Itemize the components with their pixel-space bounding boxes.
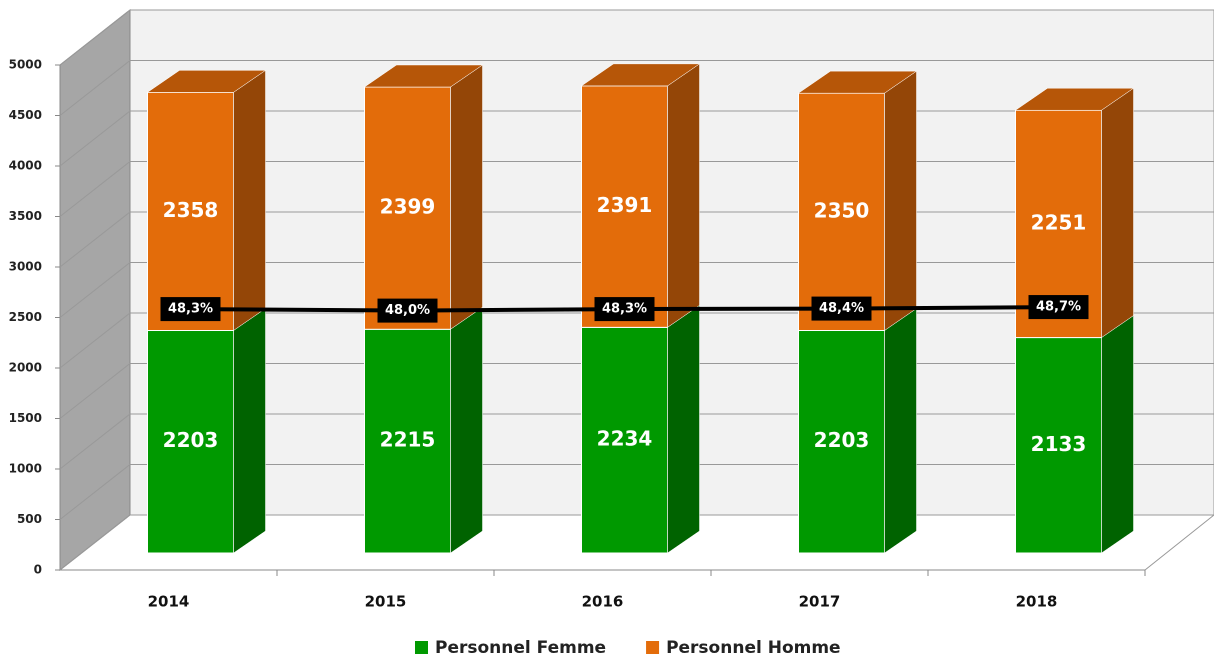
y-tick-label: 500 xyxy=(17,512,42,526)
bar xyxy=(1015,337,1102,554)
data-label: 48,4% xyxy=(819,301,864,316)
data-label: 2251 xyxy=(1031,210,1087,234)
bar xyxy=(798,329,885,554)
data-label: 2215 xyxy=(380,428,436,452)
data-label: 48,3% xyxy=(168,302,213,317)
label-box xyxy=(160,297,221,322)
x-tick-label: 2014 xyxy=(148,593,190,611)
bar xyxy=(364,86,451,330)
bar xyxy=(581,326,668,554)
y-tick-label: 3500 xyxy=(9,209,42,223)
data-label: 48,3% xyxy=(602,302,647,317)
legend-label: Personnel Homme xyxy=(666,638,841,658)
data-label: 2133 xyxy=(1031,432,1087,456)
label-box xyxy=(377,298,438,323)
bar xyxy=(147,329,234,554)
y-tick-label: 0 xyxy=(34,563,42,577)
y-tick-label: 3000 xyxy=(9,260,42,274)
bar-side xyxy=(450,306,483,554)
bar-side xyxy=(884,70,917,331)
y-tick-label: 1000 xyxy=(9,462,42,476)
label-box xyxy=(594,297,655,322)
marks: 2014 2203 2358 2015 2215 2399 2016 2234 2391 2017… xyxy=(146,63,1146,611)
data-label: 2203 xyxy=(163,428,219,452)
grid-line xyxy=(59,60,1214,116)
bar xyxy=(364,328,451,554)
x-tick-label: 2017 xyxy=(799,593,841,611)
legend-swatch xyxy=(415,641,428,654)
legend-label: Personnel Femme xyxy=(435,638,606,658)
legend-swatch xyxy=(646,641,660,654)
bar-top xyxy=(797,70,918,94)
data-label: 48,0% xyxy=(385,303,430,318)
bar-side xyxy=(667,63,700,328)
bar-side xyxy=(450,64,483,330)
grid-line xyxy=(59,9,1214,66)
bar-top xyxy=(146,70,267,93)
legend: Personnel Femme Personnel Homme xyxy=(415,638,841,658)
bar-side xyxy=(1101,87,1134,339)
bar-side xyxy=(884,308,917,554)
bar xyxy=(798,92,885,331)
data-label: 2391 xyxy=(597,193,653,217)
bar-top xyxy=(363,64,484,88)
y-tick-label: 4500 xyxy=(9,108,42,122)
x-tick-label: 2018 xyxy=(1016,593,1058,611)
data-label: 48,7% xyxy=(1036,300,1081,315)
bar-side xyxy=(1101,315,1134,554)
y-tick-label: 2000 xyxy=(9,361,42,375)
data-label: 2399 xyxy=(380,195,436,219)
x-tick-label: 2015 xyxy=(365,593,407,611)
y-tick-label: 5000 xyxy=(9,58,42,72)
y-tick-label: 4000 xyxy=(9,159,42,173)
y-tick-label: 1500 xyxy=(9,411,42,425)
bar-top xyxy=(1014,87,1135,111)
data-label: 2350 xyxy=(814,198,870,222)
bar-side xyxy=(233,308,266,554)
y-tick-label: 2500 xyxy=(9,310,42,324)
data-label: 2234 xyxy=(597,427,653,451)
bar-top xyxy=(580,63,701,87)
label-box xyxy=(1028,295,1089,320)
data-label: 2203 xyxy=(814,428,870,452)
x-tick-label: 2016 xyxy=(582,593,624,611)
bar xyxy=(147,91,234,331)
bar-side xyxy=(233,69,266,331)
label-box xyxy=(811,296,872,321)
data-label: 2358 xyxy=(163,198,219,222)
bar-side xyxy=(667,304,700,554)
bar xyxy=(581,85,668,328)
